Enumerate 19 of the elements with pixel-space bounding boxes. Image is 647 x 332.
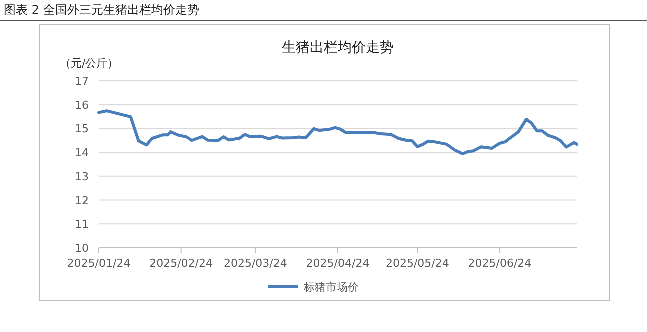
text: 图表 2 全国外三元生猪出栏均价走势 — [4, 3, 200, 17]
line-series — [98, 110, 578, 156]
y-tick-label: 10 — [75, 242, 89, 255]
x-tick-label: 2025/05/24 — [386, 257, 450, 270]
chart-title: 生猪出栏均价走势 — [282, 40, 394, 56]
y-tick-label: 12 — [75, 194, 89, 208]
y-tick-label: 16 — [75, 98, 89, 112]
legend-label: 标猪市场价 — [303, 281, 359, 294]
y-axis-title: （元/公斤） — [60, 57, 119, 70]
x-tick-label: 2025/06/24 — [468, 257, 532, 270]
y-tick-label: 14 — [75, 146, 89, 160]
y-tick-label: 17 — [75, 75, 89, 88]
x-tick-label: 2025/03/24 — [224, 257, 288, 270]
x-tick-label: 2025/01/24 — [67, 257, 131, 270]
y-tick-label: 15 — [75, 122, 89, 136]
y-tick-label: 13 — [75, 170, 89, 184]
x-tick-label: 2025/02/24 — [150, 257, 214, 270]
y-tick-label: 11 — [75, 218, 89, 232]
x-tick-label: 2025/04/24 — [306, 257, 370, 270]
